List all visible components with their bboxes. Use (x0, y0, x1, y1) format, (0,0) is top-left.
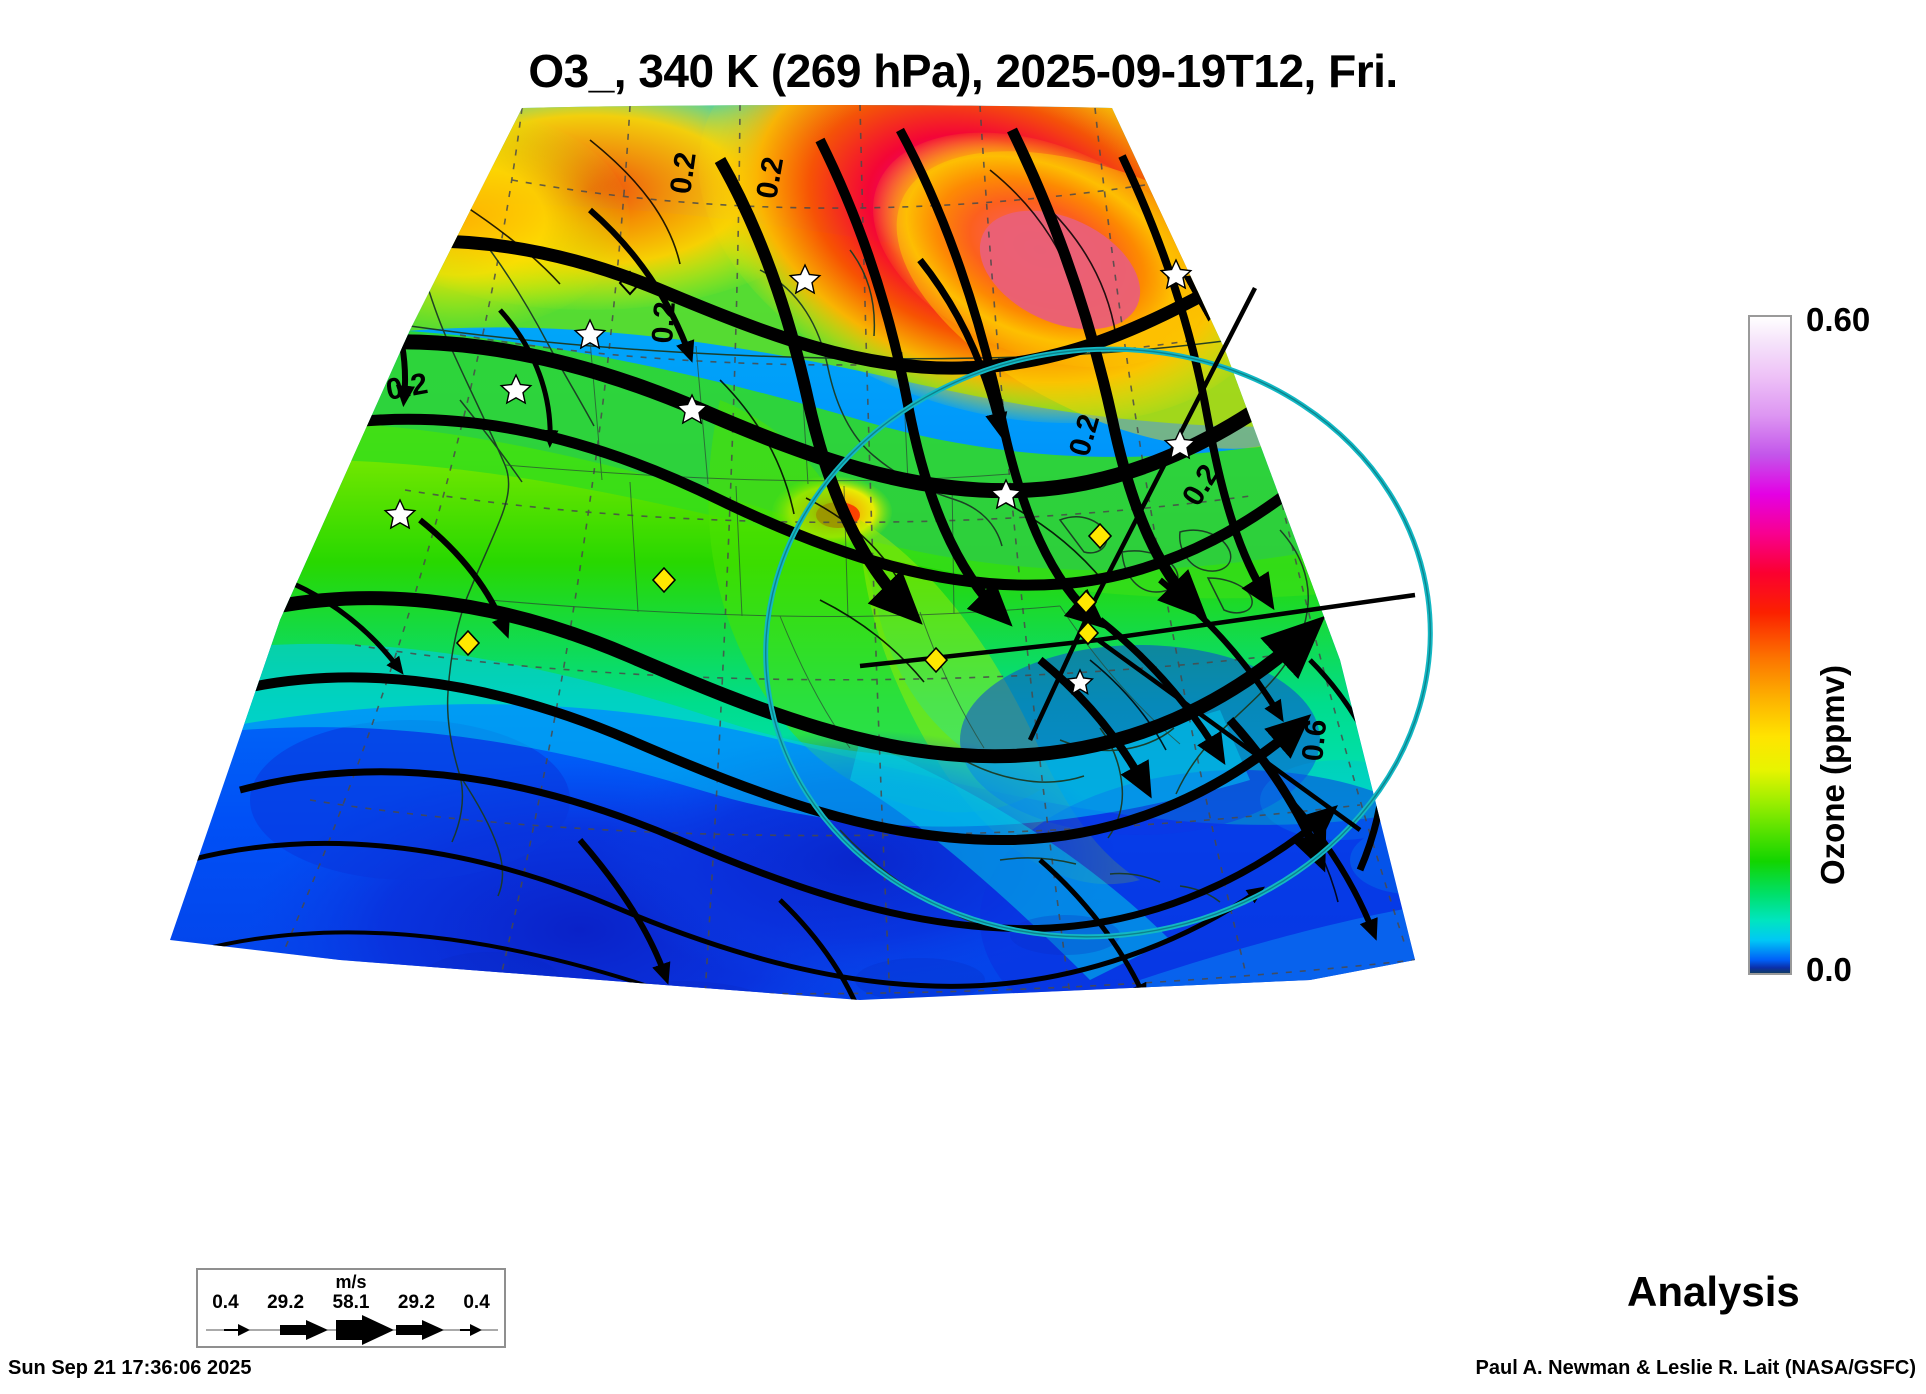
map-panel[interactable]: 0.2 0.2 0.2 0.2 0.2 0.2 0.6 (160, 100, 1640, 1300)
colorbar-axis-title: Ozone (ppmv) (1814, 665, 1851, 885)
colorbar-min-label: 0.0 (1806, 951, 1852, 988)
site-markers-diamonds[interactable] (455, 522, 1113, 674)
author-credit: Paul A. Newman & Leslie R. Lait (NASA/GS… (1475, 1357, 1916, 1379)
wind-legend-unit-label: m/s (335, 1272, 367, 1292)
contour-label: 0.2 (646, 301, 682, 345)
colorbar-max-label: 0.60 (1806, 301, 1871, 338)
wind-legend-value: 0.4 (463, 1292, 490, 1313)
analysis-label: Analysis (1627, 1268, 1800, 1315)
contour-label: 0.2 (750, 154, 790, 201)
contour-label: 0.2 (664, 150, 702, 196)
wind-legend-values: 0.4 29.2 58.1 29.2 0.4 (198, 1292, 504, 1314)
station-markers-stars[interactable] (383, 258, 1197, 695)
wind-legend-arrow-scale (206, 1315, 498, 1345)
render-timestamp: Sun Sep 21 17:36:06 2025 (8, 1357, 252, 1379)
open-diamond-marker (618, 270, 642, 296)
colorbar-gradient (1748, 315, 1792, 975)
wind-legend-value: 58.1 (332, 1292, 370, 1313)
ozone-map[interactable]: 0.2 0.2 0.2 0.2 0.2 0.2 0.6 (160, 100, 1640, 1300)
ozone-contour-fill (170, 105, 1415, 1000)
colorbar: 0.60 0.0 Ozone (ppmv) (1748, 301, 1870, 988)
wind-legend-value: 29.2 (397, 1292, 435, 1313)
wind-speed-legend: m/s 0.4 29.2 58.1 29.2 0.4 (196, 1268, 506, 1348)
wind-legend-value: 29.2 (267, 1292, 305, 1313)
wind-legend-value: 0.4 (212, 1292, 239, 1313)
contour-label: 0.2 (383, 367, 430, 407)
page-title: O3_, 340 K (269 hPa), 2025-09-19T12, Fri… (528, 45, 1398, 97)
contour-labels: 0.2 0.2 0.2 0.2 0.2 0.2 0.6 (383, 150, 1333, 763)
contour-label: 0.6 (1296, 718, 1333, 763)
flight-track-circle (763, 346, 1433, 940)
ozone-contour-lines (389, 139, 1339, 903)
